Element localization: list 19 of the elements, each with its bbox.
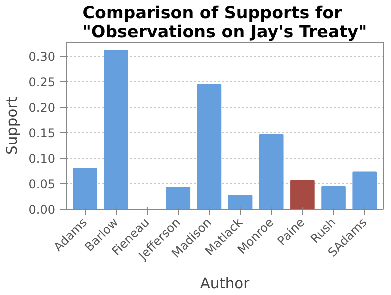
bar [322,186,346,210]
bar [290,180,315,210]
bar [197,84,222,210]
chart-title: Comparison of Supports for "Observations on Jay's Treaty" [82,4,368,42]
x-axis-title: Author [200,276,251,293]
bar [259,134,284,210]
bar [166,187,191,210]
y-axis-title: Support [4,96,21,155]
y-tick-label: 0.00 [28,203,56,217]
bar [352,172,378,210]
y-tick-label: 0.25 [28,75,56,90]
bar [72,168,98,210]
bar [228,195,253,210]
bar [104,50,128,210]
y-tick-label: 0.05 [28,177,56,192]
y-tick-label: 0.10 [28,152,56,166]
y-tick-label: 0.30 [28,50,56,64]
y-tick-label: 0.20 [28,100,56,115]
y-tick-label: 0.15 [28,126,56,140]
